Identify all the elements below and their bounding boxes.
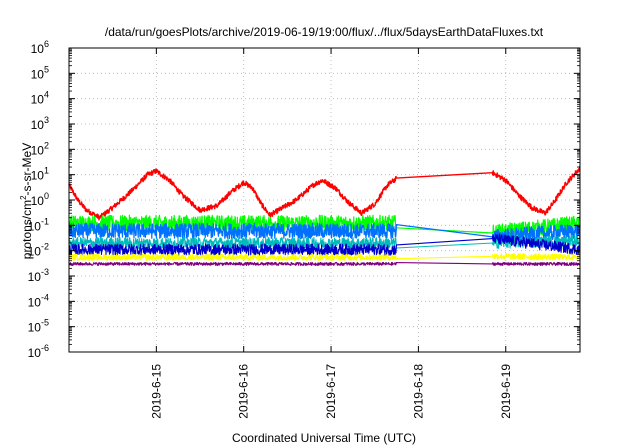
y-tick-label-base: 10 [28,295,42,309]
y-tick-label-base: 10 [28,219,42,233]
x-axis-label: Coordinated Universal Time (UTC) [232,431,416,445]
y-tick-label: 100 [31,191,49,208]
axis-ticks: 10610510410310210110010-110-210-310-410-… [28,39,580,419]
y-tick-label-exponent: -5 [41,318,49,328]
y-tick-label-exponent: -3 [41,267,49,277]
y-tick-label: 10-1 [28,216,49,233]
y-tick-label: 10-4 [28,292,49,309]
chart-title: /data/run/goesPlots/archive/2019-06-19/1… [105,25,544,39]
series-line [68,234,581,250]
y-tick-label-exponent: 6 [44,39,49,49]
series-line [68,253,581,261]
x-tick-label: 2019-6-18 [411,364,425,419]
series-line [68,222,581,244]
y-tick-label-exponent: 5 [44,64,49,74]
y-axis-label-superscript: 2 [19,195,28,200]
x-tick-label: 2019-6-19 [499,364,513,419]
y-tick-label-exponent: 0 [44,191,49,201]
y-tick-label-base: 10 [28,270,42,284]
y-tick-label-base: 10 [28,321,42,335]
y-tick-label: 10-6 [28,343,49,360]
y-tick-label-base: 10 [31,42,45,56]
y-tick-label-base: 10 [31,194,45,208]
y-tick-label-exponent: 1 [44,166,49,176]
y-tick-label-base: 10 [31,93,45,107]
series-line [68,165,581,221]
y-tick-label-exponent: 3 [44,115,49,125]
y-tick-label-exponent: -2 [41,242,49,252]
y-tick-label-exponent: -1 [41,216,49,226]
y-tick-label-base: 10 [31,67,45,81]
y-tick-label: 10-2 [28,242,49,259]
series-line [68,261,581,266]
series-line [68,233,581,256]
x-tick-label: 2019-6-15 [149,364,163,419]
x-tick-label: 2019-6-17 [324,364,338,419]
y-tick-label-exponent: 2 [44,140,49,150]
y-tick-label: 102 [31,140,49,157]
y-tick-label: 10-5 [28,318,49,335]
y-tick-label: 103 [31,115,49,132]
y-tick-label: 101 [31,166,49,183]
grid-lines [69,48,580,352]
y-tick-label-base: 10 [31,143,45,157]
y-axis-label: protons/cm2-s-sr-MeV [19,143,34,259]
y-tick-label-base: 10 [31,118,45,132]
y-tick-label-base: 10 [28,346,42,360]
y-tick-label: 104 [31,90,49,107]
y-tick-label: 106 [31,39,49,56]
y-tick-label-base: 10 [28,245,42,259]
y-axis-label-part2: -s-sr-MeV [20,143,34,196]
y-tick-label-exponent: -6 [41,343,49,353]
y-tick-label: 10-3 [28,267,49,284]
y-axis-label-part1: protons/cm [20,200,34,259]
y-tick-label-exponent: -4 [41,292,49,302]
data-series [68,165,581,266]
y-tick-label-exponent: 4 [44,90,49,100]
y-tick-label-base: 10 [31,169,45,183]
x-tick-label: 2019-6-16 [237,364,251,419]
y-tick-label: 105 [31,64,49,81]
